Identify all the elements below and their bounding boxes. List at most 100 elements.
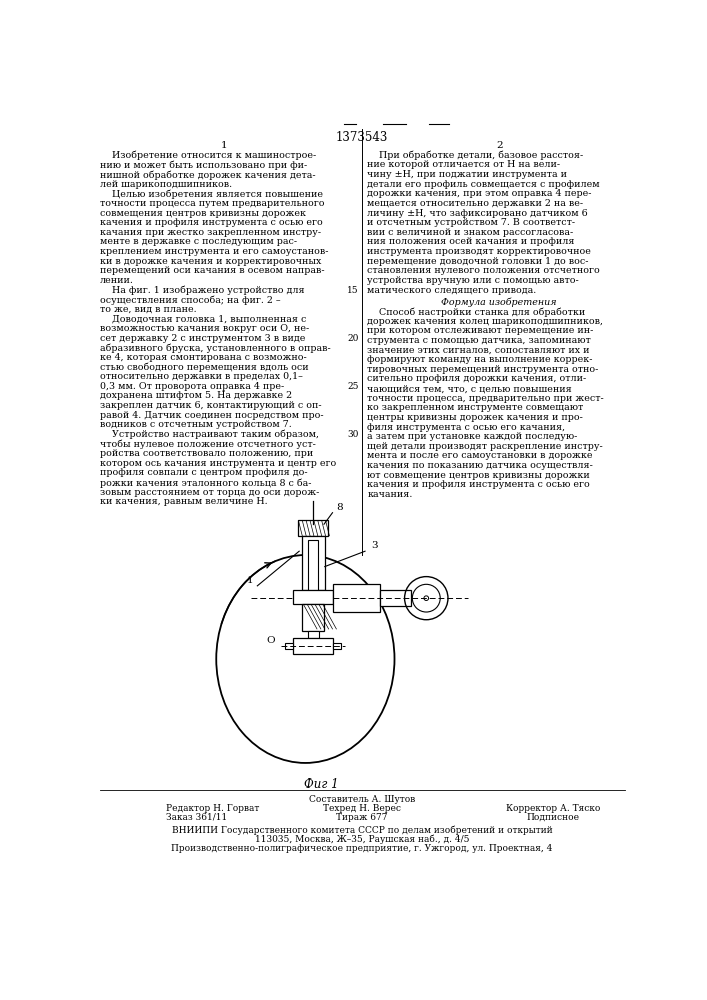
Text: качания при жестко закрепленном инстру-: качания при жестко закрепленном инстру- [100,228,321,237]
Text: ВНИИПИ Государственного комитета СССР по делам изобретений и открытий: ВНИИПИ Государственного комитета СССР по… [172,825,552,835]
Text: детали его профиль совмещается с профилем: детали его профиль совмещается с профиле… [368,180,600,189]
Text: значение этих сигналов, сопоставляют их и: значение этих сигналов, сопоставляют их … [368,346,590,355]
Text: ки качения, равным величине Н.: ки качения, равным величине Н. [100,497,268,506]
Text: профиля совпали с центром профиля до-: профиля совпали с центром профиля до- [100,468,308,477]
Bar [293,638,333,654]
Text: центры кривизны дорожек качения и про-: центры кривизны дорожек качения и про- [368,413,583,422]
Text: чтобы нулевое положение отсчетного уст-: чтобы нулевое положение отсчетного уст- [100,440,316,449]
Text: 25: 25 [347,382,359,391]
Text: лей шарикоподшипников.: лей шарикоподшипников. [100,180,232,189]
Text: формируют команду на выполнение коррек-: формируют команду на выполнение коррек- [368,355,593,364]
Bar [293,590,333,604]
Text: тировочных перемещений инструмента отно-: тировочных перемещений инструмента отно- [368,365,599,374]
Text: возможностью качания вокруг оси О, не-: возможностью качания вокруг оси О, не- [100,324,309,333]
Text: ние которой отличается от Н на вели-: ние которой отличается от Н на вели- [368,160,561,169]
Bar [333,643,341,649]
Text: совмещения центров кривизны дорожек: совмещения центров кривизны дорожек [100,209,306,218]
Text: чину ±Н, при поджатии инструмента и: чину ±Н, при поджатии инструмента и [368,170,568,179]
Text: Техред Н. Верес: Техред Н. Верес [323,804,401,813]
Text: Изобретение относится к машинострое-: Изобретение относится к машинострое- [100,151,316,160]
Text: 0,3 мм. От проворота оправка 4 пре-: 0,3 мм. От проворота оправка 4 пре- [100,382,284,391]
Text: Заказ 361/11: Заказ 361/11 [166,813,227,822]
Bar [308,540,317,590]
Text: то же, вид в плане.: то же, вид в плане. [100,305,197,314]
Text: 8: 8 [337,503,343,512]
Text: а затем при установке каждой последую-: а затем при установке каждой последую- [368,432,578,441]
Text: филя инструмента с осью его качания,: филя инструмента с осью его качания, [368,423,566,432]
Text: абразивного бруска, установленного в оправ-: абразивного бруска, установленного в опр… [100,343,331,353]
Text: 1: 1 [221,141,228,150]
Text: На фиг. 1 изображено устройство для: На фиг. 1 изображено устройство для [100,286,305,295]
Text: точности процесса, предварительно при жест-: точности процесса, предварительно при же… [368,394,604,403]
Text: перемещение доводочной головки 1 до вос-: перемещение доводочной головки 1 до вос- [368,257,589,266]
Text: 2: 2 [496,141,503,150]
Text: ройства соответствовало положению, при: ройства соответствовало положению, при [100,449,313,458]
Text: вии с величиной и знаком рассогласова-: вии с величиной и знаком рассогласова- [368,228,573,237]
Text: Производственно-полиграфическое предприятие, г. Ужгород, ул. Проектная, 4: Производственно-полиграфическое предприя… [171,844,553,853]
Text: 30: 30 [347,430,359,439]
Text: дорожки качения, при этом оправка 4 пере-: дорожки качения, при этом оправка 4 пере… [368,189,592,198]
Text: ки в дорожке качения и корректировочных: ки в дорожке качения и корректировочных [100,257,322,266]
Text: Устройство настраивают таким образом,: Устройство настраивают таким образом, [100,430,319,439]
Text: 1373543: 1373543 [336,131,388,144]
Text: Корректор А. Тяско: Корректор А. Тяско [506,804,600,813]
Text: Фиг 1: Фиг 1 [303,778,338,791]
Text: равой 4. Датчик соединен посредством про-: равой 4. Датчик соединен посредством про… [100,411,324,420]
Text: водников с отсчетным устройством 7.: водников с отсчетным устройством 7. [100,420,292,429]
Text: качения по показанию датчика осуществля-: качения по показанию датчика осуществля- [368,461,593,470]
Text: 113035, Москва, Ж–35, Раушская наб., д. 4/5: 113035, Москва, Ж–35, Раушская наб., д. … [255,835,469,844]
Text: менте в державке с последующим рас-: менте в державке с последующим рас- [100,237,297,246]
Text: устройства вручную или с помощью авто-: устройства вручную или с помощью авто- [368,276,579,285]
Text: матического следящего привода.: матического следящего привода. [368,286,537,295]
Text: закреплен датчик 6, контактирующий с оп-: закреплен датчик 6, контактирующий с оп- [100,401,322,410]
Text: Доводочная головка 1, выполненная с: Доводочная головка 1, выполненная с [100,314,306,323]
Bar [311,524,315,567]
Text: Формула изобретения: Формула изобретения [441,297,557,307]
Text: котором ось качания инструмента и центр его: котором ось качания инструмента и центр … [100,459,337,468]
Text: лении.: лении. [100,276,134,285]
Text: ния положения осей качания и профиля: ния положения осей качания и профиля [368,237,575,246]
Text: чающийся тем, что, с целью повышения: чающийся тем, что, с целью повышения [368,384,572,393]
Bar [333,584,380,612]
Text: 3: 3 [371,541,378,550]
Text: мещается относительно державки 2 на ве-: мещается относительно державки 2 на ве- [368,199,583,208]
Text: дорожек качения колец шарикоподшипников,: дорожек качения колец шарикоподшипников, [368,317,603,326]
Text: нишной обработке дорожек качения дета-: нишной обработке дорожек качения дета- [100,170,315,180]
Text: Составитель А. Шутов: Составитель А. Шутов [309,795,415,804]
Text: 20: 20 [347,334,359,343]
Text: струмента с помощью датчика, запоминают: струмента с помощью датчика, запоминают [368,336,591,345]
Bar [380,590,411,606]
Text: качания.: качания. [368,490,413,499]
Text: щей детали производят раскрепление инстру-: щей детали производят раскрепление инстр… [368,442,603,451]
Text: 1: 1 [247,576,254,585]
Bar [308,631,319,638]
Text: Способ настройки станка для обработки: Способ настройки станка для обработки [368,307,585,317]
Text: O: O [267,636,275,645]
Bar [285,643,293,649]
Text: зовым расстоянием от торца до оси дорож-: зовым расстоянием от торца до оси дорож- [100,488,320,497]
Text: нию и может быть использовано при фи-: нию и может быть использовано при фи- [100,160,308,170]
Text: перемещений оси качания в осевом направ-: перемещений оси качания в осевом направ- [100,266,325,275]
Text: качения и профиля инструмента с осью его: качения и профиля инструмента с осью его [100,218,323,227]
Text: личину ±Н, что зафиксировано датчиком 6: личину ±Н, что зафиксировано датчиком 6 [368,209,588,218]
Text: мента и после его самоустановки в дорожке: мента и после его самоустановки в дорожк… [368,451,593,460]
Bar [298,520,328,536]
Text: относительно державки в пределах 0,1–: относительно державки в пределах 0,1– [100,372,303,381]
Text: ко закрепленном инструменте совмещают: ко закрепленном инструменте совмещают [368,403,583,412]
Text: точности процесса путем предварительного: точности процесса путем предварительного [100,199,325,208]
Text: и отсчетным устройством 7. В соответст-: и отсчетным устройством 7. В соответст- [368,218,575,227]
Text: Тираж 677: Тираж 677 [337,813,387,822]
Text: 15: 15 [347,286,359,295]
Text: сительно профиля дорожки качения, отли-: сительно профиля дорожки качения, отли- [368,374,587,383]
Text: осуществления способа; на фиг. 2 –: осуществления способа; на фиг. 2 – [100,295,281,305]
Text: качения и профиля инструмента с осью его: качения и профиля инструмента с осью его [368,480,590,489]
Text: При обработке детали, базовое расстоя-: При обработке детали, базовое расстоя- [368,151,583,160]
Text: стью свободного перемещения вдоль оси: стью свободного перемещения вдоль оси [100,363,309,372]
Bar [303,604,324,631]
Text: при котором отслеживают перемещение ин-: при котором отслеживают перемещение ин- [368,326,594,335]
Text: сет державку 2 с инструментом 3 в виде: сет державку 2 с инструментом 3 в виде [100,334,305,343]
Text: ют совмещение центров кривизны дорожки: ют совмещение центров кривизны дорожки [368,471,590,480]
Text: дохранена штифтом 5. На державке 2: дохранена штифтом 5. На державке 2 [100,391,292,400]
Text: рожки качения эталонного кольца 8 с ба-: рожки качения эталонного кольца 8 с ба- [100,478,312,488]
Text: становления нулевого положения отсчетного: становления нулевого положения отсчетног… [368,266,600,275]
